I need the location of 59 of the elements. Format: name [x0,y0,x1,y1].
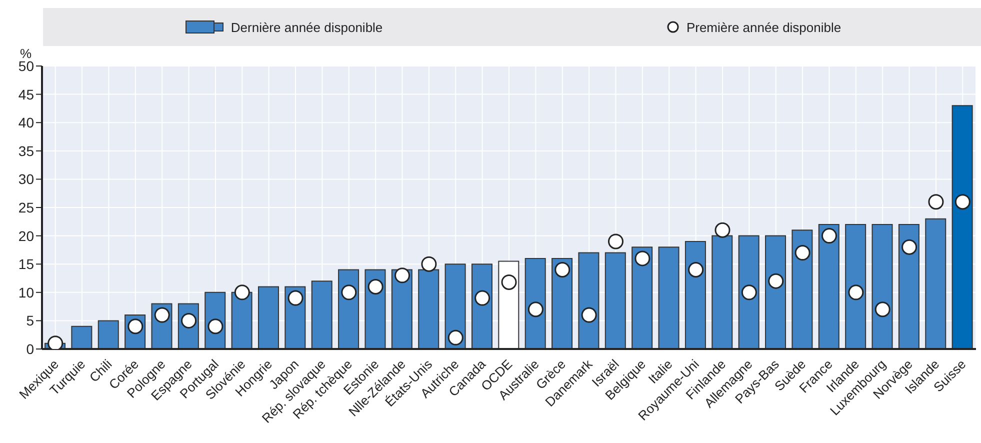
bar [71,326,92,349]
point [528,302,544,318]
y-tick-label: 10 [18,284,34,300]
point [368,278,384,294]
bar [231,292,252,349]
y-tick-label: 45 [18,86,34,102]
point [634,250,650,266]
bar [952,105,973,349]
y-tick-label: 15 [18,256,34,272]
point [902,239,918,255]
point [741,284,757,300]
bar [311,280,332,349]
y-tick-label: 35 [18,142,34,159]
bar [898,224,920,349]
point [848,284,864,300]
point [581,307,597,323]
point [794,245,810,261]
bar [818,224,840,349]
point [928,194,944,210]
bar [792,230,813,349]
point [474,290,490,306]
y-tick-label: 0 [26,340,34,357]
point [48,336,64,349]
bar [872,224,893,349]
y-tick-label: 5 [26,312,34,329]
bar [578,252,600,349]
point [874,302,890,318]
bar [658,246,680,349]
point [448,330,464,346]
point [608,234,624,250]
point [554,262,570,278]
bar [712,235,733,349]
bar [845,224,866,349]
point [154,307,170,323]
point [394,268,410,284]
point [288,290,304,306]
y-tick-label: 25 [18,199,34,216]
legend-label: Première année disponible [686,20,842,34]
point [341,284,357,300]
y-tick-label: 30 [18,171,34,188]
point [688,262,704,278]
point [421,256,437,272]
bar [98,320,119,349]
bar [765,235,786,349]
y-tick-label: 20 [18,228,34,244]
bar [684,240,706,349]
point [821,228,837,244]
point [714,222,730,238]
point [768,273,784,289]
bar [258,286,279,349]
bar [418,269,440,349]
y-tick-label: 40 [18,114,34,131]
legend-label: Dernière année disponible [230,20,383,34]
bar [738,235,760,349]
bar [632,246,653,349]
bar [925,218,946,349]
bar [604,252,626,349]
point [954,194,970,210]
point [234,284,250,300]
